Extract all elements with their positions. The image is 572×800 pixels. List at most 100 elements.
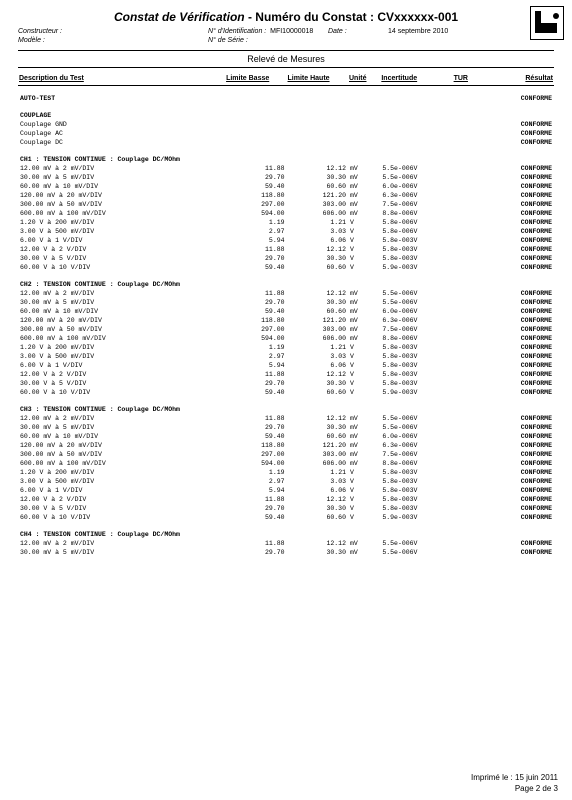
limite-haute: 303.00 (287, 325, 348, 334)
col-resultat: Résultat (487, 74, 554, 86)
unit-cell: V (348, 218, 380, 227)
incertitude-cell: 5.8e-003V (380, 361, 452, 370)
limite-basse: 118.80 (225, 191, 286, 200)
col-unite: Unité (348, 74, 380, 86)
limite-basse: 2.97 (225, 477, 286, 486)
incertitude-cell: 8.8e-006V (380, 334, 452, 343)
block-header: CH1 : TENSION CONTINUE : Couplage DC/MOh… (18, 155, 554, 164)
incertitude-cell: 5.8e-003V (380, 495, 452, 504)
incertitude-cell: 5.5e-006V (380, 298, 452, 307)
limite-haute: 1.21 (287, 343, 348, 352)
date-value: 14 septembre 2010 (388, 28, 508, 35)
result-cell: CONFORME (487, 343, 554, 352)
limite-haute: 12.12 (287, 495, 348, 504)
unit-cell: mV (348, 209, 380, 218)
test-label: 12.00 mV à 2 mV/DIV (18, 289, 225, 298)
brand-logo (530, 6, 564, 40)
result-cell: CONFORME (487, 495, 554, 504)
unit-cell: V (348, 468, 380, 477)
title-lead: Constat de Vérification (114, 10, 245, 24)
limite-haute: 60.60 (287, 388, 348, 397)
test-label: 60.00 mV à 10 mV/DIV (18, 307, 225, 316)
date-label: Date : (328, 28, 388, 35)
result-cell: CONFORME (487, 432, 554, 441)
limite-haute: 30.30 (287, 379, 348, 388)
unit-cell: mV (348, 307, 380, 316)
limite-basse: 1.19 (225, 218, 286, 227)
modele-label: Modèle : (18, 37, 108, 44)
result-cell: CONFORME (487, 370, 554, 379)
limite-haute: 30.30 (287, 298, 348, 307)
limite-basse: 11.88 (225, 164, 286, 173)
unit-cell: mV (348, 191, 380, 200)
unit-cell: mV (348, 173, 380, 182)
result-cell: CONFORME (487, 129, 554, 138)
result-cell: CONFORME (487, 138, 554, 147)
result-cell: CONFORME (487, 352, 554, 361)
limite-haute: 1.21 (287, 218, 348, 227)
test-label: 60.00 mV à 10 mV/DIV (18, 182, 225, 191)
incertitude-cell: 5.5e-006V (380, 414, 452, 423)
limite-haute: 6.06 (287, 236, 348, 245)
ident-value: MFI10000018 (270, 28, 313, 35)
result-cell: CONFORME (487, 200, 554, 209)
unit-cell: mV (348, 548, 380, 557)
unit-cell: V (348, 352, 380, 361)
result-cell: CONFORME (487, 227, 554, 236)
limite-basse: 118.80 (225, 316, 286, 325)
limite-basse: 29.70 (225, 548, 286, 557)
group-header: COUPLAGE (18, 111, 554, 120)
result-cell: CONFORME (487, 441, 554, 450)
test-label: AUTO-TEST (18, 94, 225, 103)
test-label: 300.00 mV à 50 mV/DIV (18, 450, 225, 459)
test-label: 30.00 mV à 5 mV/DIV (18, 423, 225, 432)
unit-cell: V (348, 388, 380, 397)
unit-cell: mV (348, 432, 380, 441)
limite-basse: 29.70 (225, 298, 286, 307)
result-cell: CONFORME (487, 477, 554, 486)
doc-title: Constat de Vérification - Numéro du Cons… (18, 10, 554, 24)
col-limite-basse: Limite Basse (225, 74, 286, 86)
test-label: 6.00 V à 1 V/DIV (18, 236, 225, 245)
unit-cell: V (348, 486, 380, 495)
result-cell: CONFORME (487, 307, 554, 316)
result-cell: CONFORME (487, 94, 554, 103)
test-label: 30.00 mV à 5 mV/DIV (18, 298, 225, 307)
result-cell: CONFORME (487, 236, 554, 245)
result-cell: CONFORME (487, 218, 554, 227)
serie-label: N° de Série : (208, 37, 328, 44)
limite-haute: 121.20 (287, 191, 348, 200)
result-cell: CONFORME (487, 539, 554, 548)
limite-basse: 59.40 (225, 432, 286, 441)
result-cell: CONFORME (487, 173, 554, 182)
result-cell: CONFORME (487, 450, 554, 459)
incertitude-cell: 8.8e-006V (380, 209, 452, 218)
test-label: 12.00 mV à 2 mV/DIV (18, 539, 225, 548)
limite-haute: 60.60 (287, 432, 348, 441)
ident-label: N° d'Identification : (208, 28, 266, 35)
unit-cell: mV (348, 334, 380, 343)
limite-haute: 3.03 (287, 227, 348, 236)
result-cell: CONFORME (487, 468, 554, 477)
test-label: 60.00 V à 10 V/DIV (18, 263, 225, 272)
result-cell: CONFORME (487, 316, 554, 325)
limite-haute: 121.20 (287, 316, 348, 325)
incertitude-cell: 5.8e-003V (380, 245, 452, 254)
limite-basse: 29.70 (225, 173, 286, 182)
incertitude-cell: 5.5e-006V (380, 164, 452, 173)
result-cell: CONFORME (487, 245, 554, 254)
result-cell: CONFORME (487, 423, 554, 432)
incertitude-cell: 6.0e-006V (380, 182, 452, 191)
limite-basse: 1.19 (225, 468, 286, 477)
result-cell: CONFORME (487, 298, 554, 307)
unit-cell: mV (348, 182, 380, 191)
test-label: 30.00 V à 5 V/DIV (18, 379, 225, 388)
incertitude-cell: 5.8e-003V (380, 236, 452, 245)
incertitude-cell: 8.8e-006V (380, 459, 452, 468)
limite-haute: 60.60 (287, 307, 348, 316)
unit-cell: V (348, 254, 380, 263)
incertitude-cell: 5.5e-006V (380, 548, 452, 557)
incertitude-cell: 6.3e-006V (380, 441, 452, 450)
block-header: CH3 : TENSION CONTINUE : Couplage DC/MOh… (18, 405, 554, 414)
meta-grid: Constructeur : N° d'Identification : MFI… (18, 28, 554, 44)
